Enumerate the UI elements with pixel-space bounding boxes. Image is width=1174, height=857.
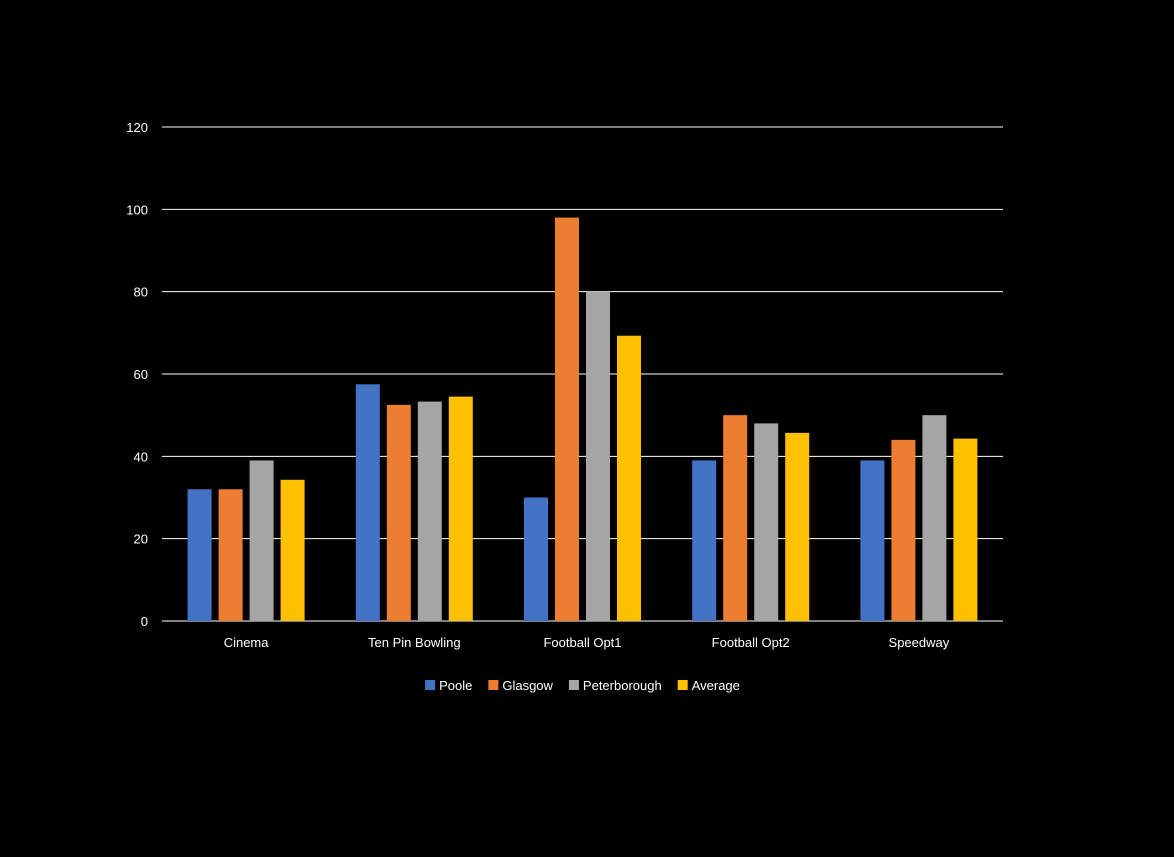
bar-peterborough-speedway <box>922 415 947 621</box>
legend-label: Glasgow <box>502 678 553 693</box>
y-tick-label: 100 <box>126 202 148 217</box>
bar-glasgow-football-opt1 <box>555 217 579 622</box>
legend-label: Average <box>692 678 740 693</box>
bar-poole-speedway <box>860 460 885 621</box>
bars <box>187 217 978 622</box>
bar-poole-cinema <box>187 489 212 621</box>
x-category-label: Football Opt2 <box>712 635 790 650</box>
x-category-label: Ten Pin Bowling <box>368 635 461 650</box>
y-tick-label: 80 <box>134 285 148 300</box>
bar-glasgow-football-opt2 <box>723 415 748 621</box>
legend-item: Glasgow <box>488 678 554 693</box>
x-category-label: Speedway <box>889 635 950 650</box>
bar-average-ten-pin-bowling <box>448 396 473 621</box>
bar-peterborough-football-opt1 <box>586 291 610 621</box>
y-axis-tick-labels: 0 20 40 60 80 100 120 <box>126 120 148 629</box>
y-tick-label: 60 <box>134 367 148 382</box>
legend-item: Average <box>677 678 740 693</box>
legend-swatch <box>568 680 579 690</box>
x-category-label: Cinema <box>224 635 270 650</box>
legend-label: Peterborough <box>583 678 662 693</box>
legend-swatch <box>425 680 436 690</box>
x-axis-category-labels: Cinema Ten Pin Bowling Football Opt1 Footba… <box>224 635 950 650</box>
legend-swatch <box>488 680 499 690</box>
y-tick-label: 0 <box>141 614 148 629</box>
legend-swatch <box>677 680 688 690</box>
bar-poole-football-opt2 <box>692 460 717 621</box>
bar-peterborough-football-opt2 <box>754 423 779 621</box>
bar-peterborough-ten-pin-bowling <box>417 401 442 621</box>
bar-average-speedway <box>953 438 978 621</box>
legend-item: Peterborough <box>568 678 662 693</box>
bar-glasgow-ten-pin-bowling <box>386 404 411 621</box>
y-tick-label: 120 <box>126 120 148 135</box>
bar-poole-ten-pin-bowling <box>355 384 380 621</box>
legend-label: Poole <box>439 678 472 693</box>
bar-average-cinema <box>280 479 305 621</box>
y-tick-label: 40 <box>134 449 148 464</box>
bar-average-football-opt2 <box>785 432 810 621</box>
bar-poole-football-opt1 <box>524 497 548 621</box>
bar-average-football-opt1 <box>617 335 641 621</box>
bar-peterborough-cinema <box>249 460 274 621</box>
y-tick-label: 20 <box>134 532 148 547</box>
bar-glasgow-speedway <box>891 439 916 621</box>
legend-item: Poole <box>425 678 472 693</box>
legend: Poole Glasgow Peterborough Average <box>425 678 740 693</box>
x-category-label: Football Opt1 <box>543 635 621 650</box>
bar-glasgow-cinema <box>218 489 243 621</box>
